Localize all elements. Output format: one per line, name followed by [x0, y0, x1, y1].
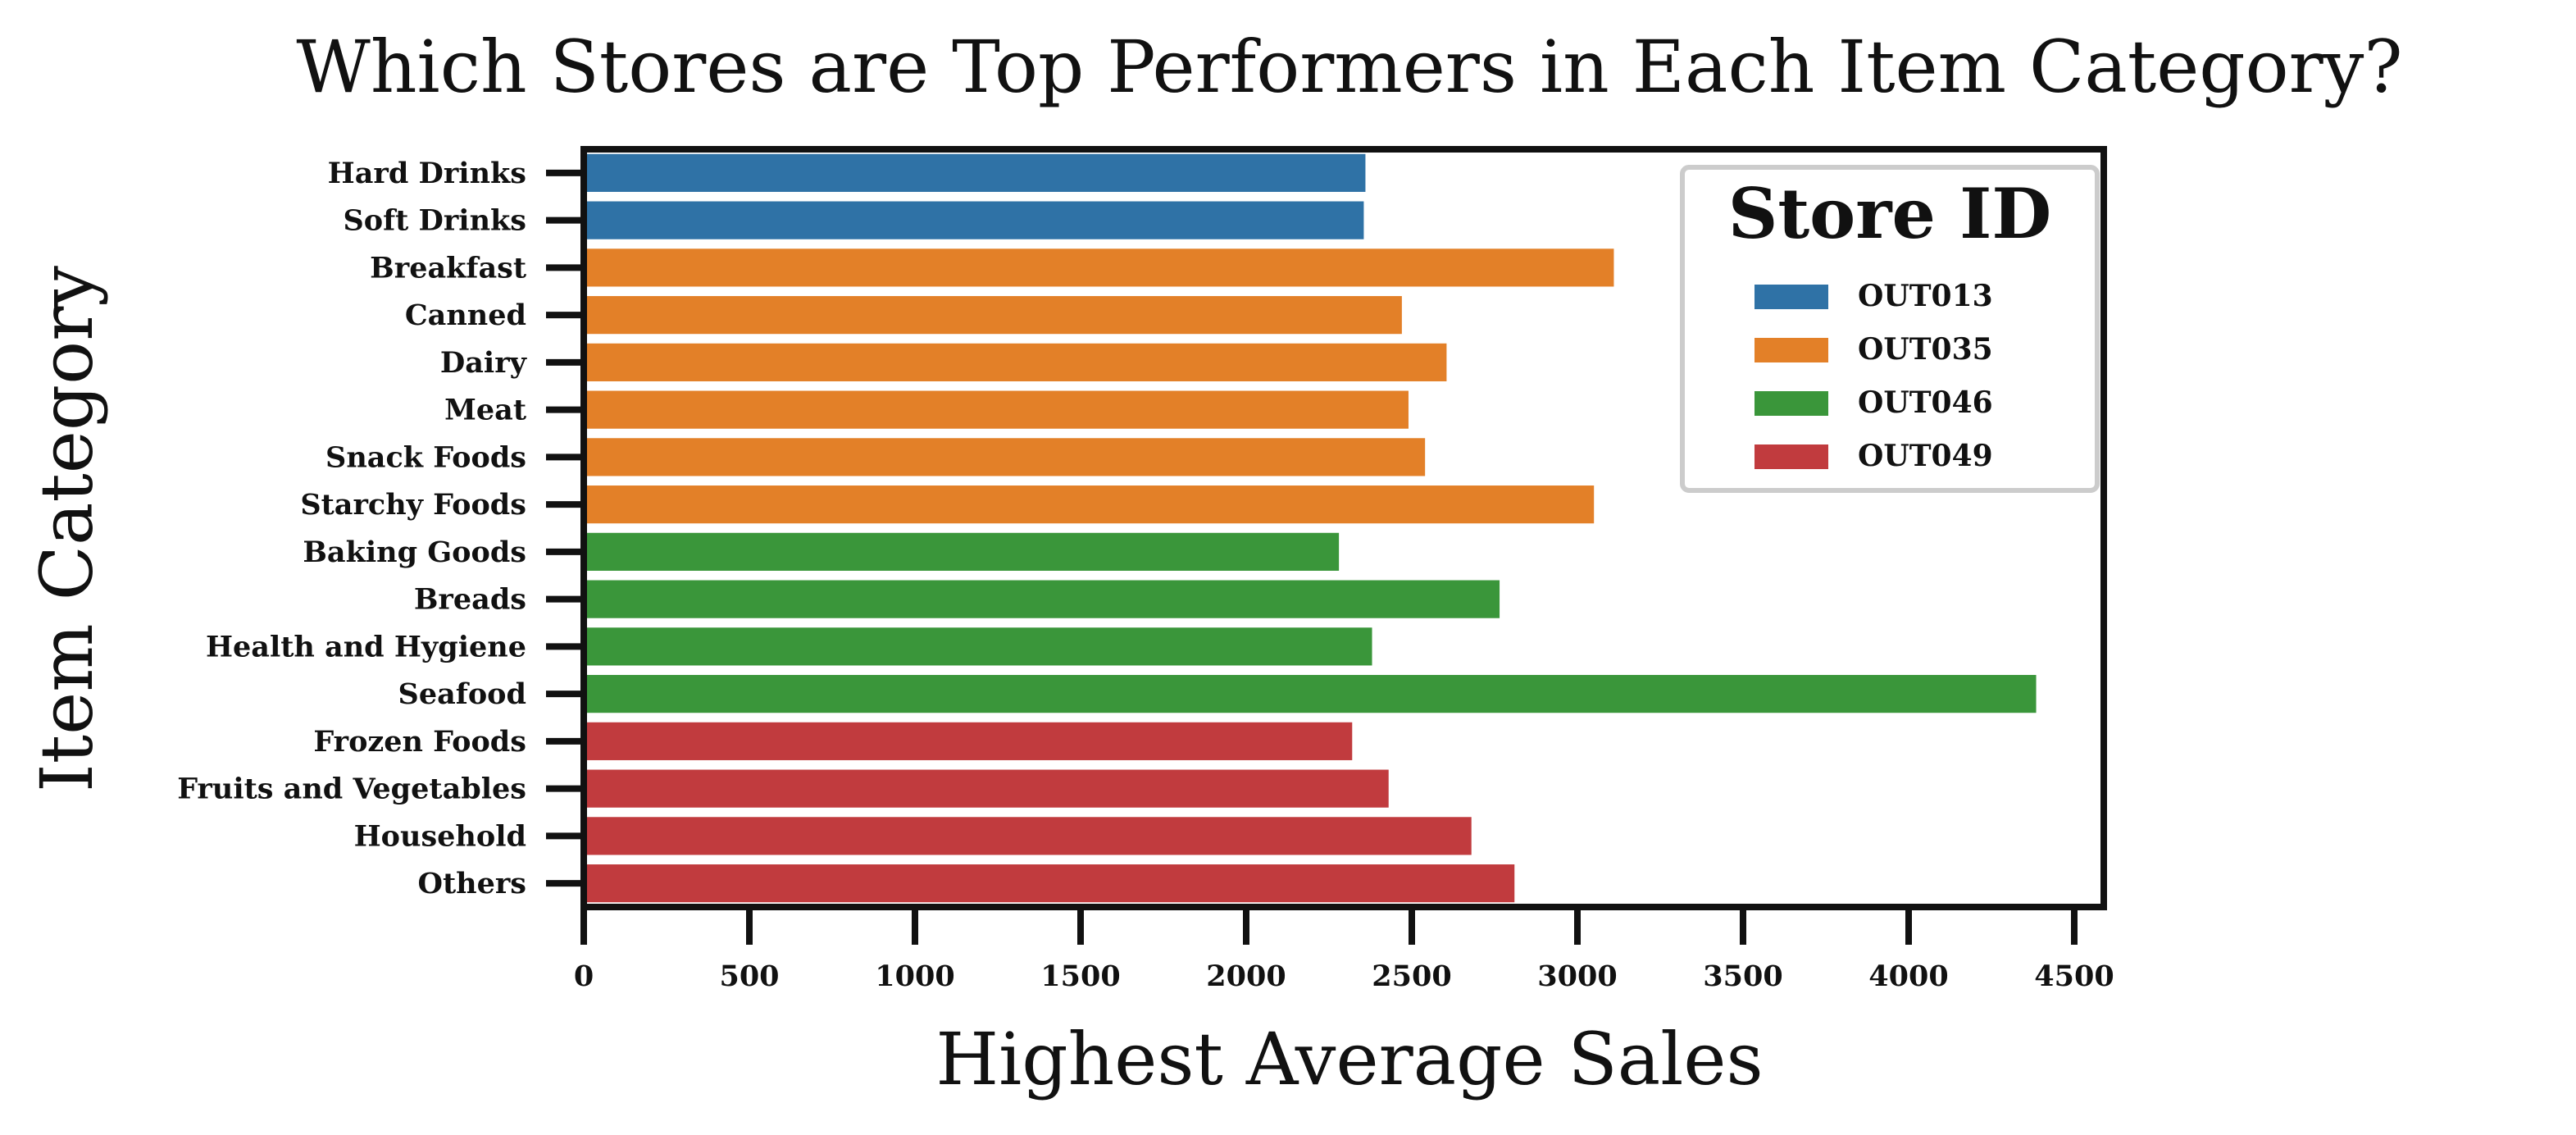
legend-label: OUT046 — [1858, 385, 1993, 420]
x-tick-label: 4000 — [1868, 960, 1948, 993]
category-label: Health and Hygiene — [206, 630, 526, 663]
x-axis-label: Highest Average Sales — [935, 1017, 1763, 1101]
category-label: Baking Goods — [303, 536, 526, 569]
legend-title: Store ID — [1728, 173, 2052, 254]
category-label: Starchy Foods — [300, 488, 526, 522]
bar — [584, 675, 2037, 713]
x-tick-label: 500 — [719, 960, 779, 993]
x-tick-label: 3500 — [1703, 960, 1782, 993]
legend: Store ID OUT013 OUT035 OUT046 OUT049 — [1680, 165, 2100, 493]
category-label: Others — [417, 867, 526, 900]
bar — [584, 817, 1472, 855]
plot-area: Hard Drinks Soft Drinks Breakfast Canned Dai… — [177, 146, 2114, 993]
bar — [584, 201, 1364, 239]
x-tick-label: 0 — [574, 960, 594, 993]
category-label: Dairy — [440, 346, 528, 380]
x-tick-label: 1500 — [1040, 960, 1120, 993]
bar — [584, 722, 1353, 760]
bar — [584, 864, 1515, 903]
bar — [584, 627, 1372, 666]
bar — [584, 153, 1366, 192]
y-axis-label: Item Category — [25, 266, 109, 792]
category-label: Breads — [414, 583, 526, 617]
category-label: Household — [354, 819, 526, 853]
bar — [584, 438, 1426, 476]
legend-swatch — [1755, 391, 1828, 416]
category-label: Fruits and Vegetables — [177, 773, 526, 806]
category-label: Hard Drinks — [328, 157, 526, 190]
category-label: Canned — [405, 299, 526, 332]
bar — [584, 248, 1614, 287]
x-tick-label: 4500 — [2034, 960, 2114, 993]
category-label: Meat — [444, 394, 526, 427]
x-tick-label: 2000 — [1206, 960, 1286, 993]
legend-swatch — [1755, 285, 1828, 309]
bar — [584, 580, 1500, 618]
category-label: Seafood — [398, 677, 526, 711]
chart-title: Which Stores are Top Performers in Each … — [296, 25, 2402, 109]
bar — [584, 343, 1447, 381]
bar — [584, 390, 1409, 429]
x-tick-label: 3000 — [1537, 960, 1617, 993]
bar — [584, 769, 1389, 808]
legend-label: OUT035 — [1858, 332, 1993, 367]
category-label: Breakfast — [370, 251, 526, 285]
bar — [584, 296, 1402, 335]
legend-label: OUT013 — [1858, 279, 1993, 313]
category-label: Snack Foods — [325, 440, 526, 474]
x-tick-label: 1000 — [875, 960, 954, 993]
category-label: Frozen Foods — [313, 725, 526, 759]
plot-frame — [580, 146, 2107, 910]
category-label: Soft Drinks — [343, 204, 526, 238]
legend-label: OUT049 — [1858, 439, 1993, 473]
bar — [584, 485, 1595, 524]
bar — [584, 532, 1340, 571]
legend-swatch — [1755, 338, 1828, 362]
x-tick-label: 2500 — [1372, 960, 1451, 993]
legend-swatch — [1755, 444, 1828, 469]
